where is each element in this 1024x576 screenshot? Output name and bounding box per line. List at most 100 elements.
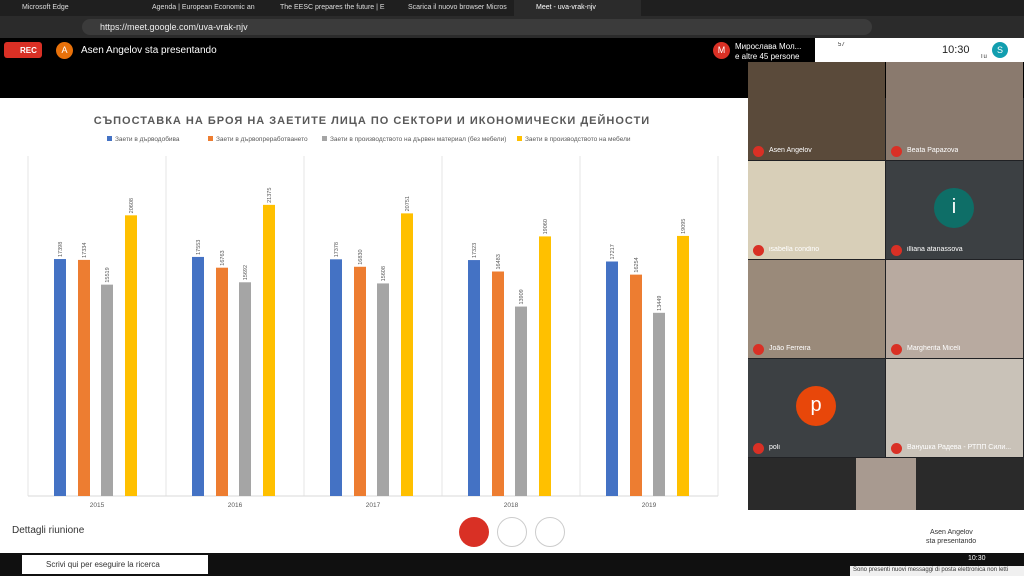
data-label: 15692 [243,265,249,280]
participant-name: isabella condino [769,246,820,253]
notification: Sono presenti nuovi messaggi di posta el… [850,566,1024,576]
legend-swatch [107,136,112,141]
mic-off [753,443,764,454]
bar [468,260,480,496]
x-tick-label: 2018 [504,502,519,509]
participant-name: Beata Papazova [907,147,959,154]
data-label: 13909 [519,289,525,304]
legend-label: Заети в производството на дървен материа… [330,135,506,143]
data-label: 19095 [681,219,687,234]
bar [101,284,113,496]
clock: 10:30 [942,44,970,56]
taskbar-clock: 10:30 [968,555,986,562]
bar [377,283,389,496]
participant-tile [886,359,1023,457]
chat-name: Мирослава Мол... [735,42,802,51]
data-label: 16830 [358,249,364,264]
bar [677,235,689,497]
meeting-details[interactable]: Dettagli riunione [12,525,85,536]
data-label: 17378 [334,242,340,257]
data-label: 16763 [220,250,226,265]
bar [216,267,228,496]
tab[interactable]: Microsoft Edge [22,4,69,11]
people-count[interactable]: 57 [838,42,845,48]
data-label: 17334 [82,243,88,258]
bar [54,259,66,496]
data-label: 16483 [496,254,502,269]
tab[interactable]: Meet - uva-vrak-njv [514,0,641,16]
participant-name: João Ferreira [769,345,811,352]
data-label: 21375 [267,188,273,203]
bar [401,213,413,496]
presenting-label: sta presentando [926,538,977,545]
legend-label: Заети в производството на мебели [525,135,631,143]
data-label: 15608 [381,266,387,281]
mic-off [891,245,902,256]
chat-others: e altre 45 persone [735,52,800,61]
participant-name: poli [769,444,780,451]
hangup-button[interactable] [497,517,527,547]
mic-off [753,245,764,256]
data-label: 16254 [634,257,640,272]
participant-tile [886,62,1023,160]
participant-avatar: i [934,188,974,228]
bar [539,236,551,496]
self-avatar[interactable]: S [992,42,1008,58]
x-tick-label: 2016 [228,502,243,509]
mic-off [891,146,902,157]
bar [653,312,665,496]
bar [630,274,642,496]
tab[interactable]: The EESC prepares the future | E [280,4,385,11]
avatar: M [713,42,730,59]
x-tick-label: 2019 [642,502,657,509]
bar [515,306,527,496]
chart-title: СЪПОСТАВКА НА БРОЯ НА ЗАЕТИТЕ ЛИЦА ПО СЕ… [94,114,650,127]
mic-off [891,344,902,355]
data-label: 17553 [196,240,202,255]
rec: REC [4,42,42,58]
participant-name: Ванушка Радева - РТПП Сили... [907,444,1012,451]
search-box[interactable]: Scrivi qui per eseguire la ricerca [22,555,208,574]
x-tick-label: 2017 [366,502,381,509]
tab[interactable]: Agenda | European Economic an [152,4,255,11]
bar [239,282,251,496]
tab-bar [0,0,1024,16]
tab[interactable]: Scarica il nuovo browser Micros [408,4,507,11]
legend-label: Заети в дървопреработването [216,135,308,143]
legend-swatch [208,136,213,141]
avatar: A [56,42,73,59]
participant-avatar: p [796,386,836,426]
data-label: 13449 [657,296,663,311]
bar [492,271,504,496]
data-label: 20751 [405,196,411,211]
bar [78,259,90,496]
camera-button[interactable] [535,517,565,547]
bar [606,261,618,496]
participant-tile [748,260,885,358]
presenter-status: Asen Angelov sta presentando [81,45,217,56]
data-label: 15519 [105,267,111,282]
toolbar [815,38,1024,62]
participant-tile [748,62,885,160]
participant-tile [856,458,916,510]
participant-tile [748,161,885,259]
data-label: 20608 [129,198,135,213]
legend-label: Заети в дърводобива [115,135,180,143]
self-label: Tu [980,54,987,60]
mic-off [891,443,902,454]
participant-tile [886,260,1023,358]
presenting-name: Asen Angelov [930,529,973,536]
bar [263,204,275,496]
url[interactable]: https://meet.google.com/uva-vrak-njv [82,19,872,35]
data-label: 17398 [58,242,64,257]
mic-button[interactable] [459,517,489,547]
mic-off [753,146,764,157]
bar [330,259,342,496]
bar [125,215,137,496]
participant-name: Asen Angelov [769,147,812,154]
data-label: 17323 [472,243,478,258]
taskbar [0,553,1024,576]
bar [192,256,204,496]
bar [354,266,366,496]
